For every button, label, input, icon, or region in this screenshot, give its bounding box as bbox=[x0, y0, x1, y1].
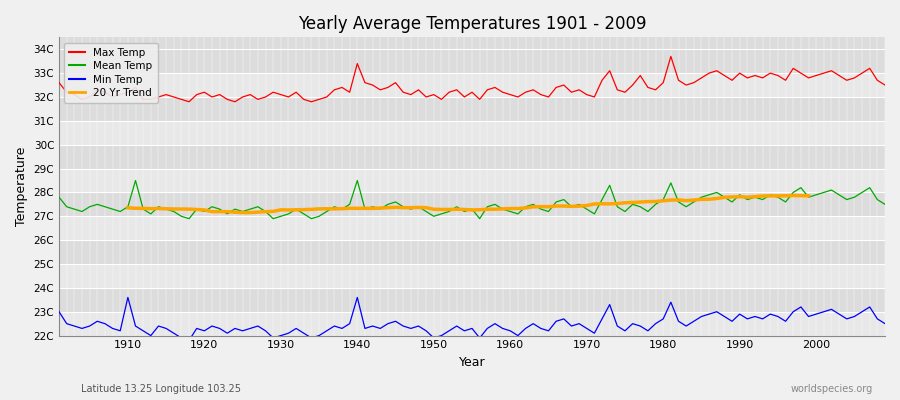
Y-axis label: Temperature: Temperature bbox=[15, 147, 28, 226]
Min Temp bbox=[184, 338, 194, 343]
Max Temp bbox=[505, 92, 516, 97]
Mean Temp bbox=[512, 212, 523, 216]
Bar bbox=[59, 121, 885, 145]
Title: Yearly Average Temperatures 1901 - 2009: Yearly Average Temperatures 1901 - 2009 bbox=[298, 15, 646, 33]
20 Yr Trend bbox=[604, 202, 615, 206]
Mean Temp bbox=[299, 212, 310, 216]
Bar bbox=[59, 288, 885, 312]
Max Temp bbox=[604, 68, 615, 73]
20 Yr Trend bbox=[803, 193, 814, 198]
Bar bbox=[59, 145, 885, 168]
Max Temp bbox=[291, 90, 302, 95]
Bar bbox=[59, 97, 885, 121]
Bar bbox=[59, 312, 885, 336]
X-axis label: Year: Year bbox=[459, 356, 485, 369]
Mean Temp bbox=[345, 202, 356, 207]
Line: Max Temp: Max Temp bbox=[59, 56, 885, 102]
Bar bbox=[59, 264, 885, 288]
Min Temp bbox=[879, 321, 890, 326]
Line: Mean Temp: Mean Temp bbox=[59, 180, 885, 219]
Max Temp bbox=[184, 99, 194, 104]
20 Yr Trend bbox=[696, 197, 706, 202]
20 Yr Trend bbox=[788, 193, 798, 198]
Min Temp bbox=[54, 309, 65, 314]
Max Temp bbox=[665, 54, 676, 59]
Min Temp bbox=[299, 331, 310, 336]
Min Temp bbox=[345, 321, 356, 326]
Max Temp bbox=[115, 92, 126, 97]
20 Yr Trend bbox=[122, 206, 133, 210]
Mean Temp bbox=[184, 216, 194, 221]
20 Yr Trend bbox=[337, 206, 347, 211]
Mean Temp bbox=[130, 178, 141, 183]
Bar bbox=[59, 168, 885, 192]
Mean Temp bbox=[115, 209, 126, 214]
Min Temp bbox=[520, 326, 531, 331]
Text: Latitude 13.25 Longitude 103.25: Latitude 13.25 Longitude 103.25 bbox=[81, 384, 241, 394]
Max Temp bbox=[54, 80, 65, 85]
Mean Temp bbox=[612, 204, 623, 209]
Mean Temp bbox=[879, 202, 890, 207]
Line: 20 Yr Trend: 20 Yr Trend bbox=[128, 196, 808, 212]
Legend: Max Temp, Mean Temp, Min Temp, 20 Yr Trend: Max Temp, Mean Temp, Min Temp, 20 Yr Tre… bbox=[64, 42, 158, 103]
Min Temp bbox=[612, 324, 623, 328]
Bar bbox=[59, 240, 885, 264]
Bar bbox=[59, 73, 885, 97]
Max Temp bbox=[879, 83, 890, 88]
Max Temp bbox=[512, 94, 523, 99]
Bar bbox=[59, 216, 885, 240]
Mean Temp bbox=[520, 204, 531, 209]
Min Temp bbox=[512, 333, 523, 338]
Mean Temp bbox=[54, 195, 65, 200]
20 Yr Trend bbox=[711, 196, 722, 201]
Line: Min Temp: Min Temp bbox=[59, 298, 885, 340]
20 Yr Trend bbox=[238, 210, 248, 215]
Min Temp bbox=[115, 328, 126, 333]
Min Temp bbox=[122, 295, 133, 300]
20 Yr Trend bbox=[780, 193, 791, 198]
20 Yr Trend bbox=[214, 209, 225, 214]
Bar bbox=[59, 49, 885, 73]
Bar bbox=[59, 192, 885, 216]
Max Temp bbox=[337, 85, 347, 90]
Text: worldspecies.org: worldspecies.org bbox=[791, 384, 873, 394]
